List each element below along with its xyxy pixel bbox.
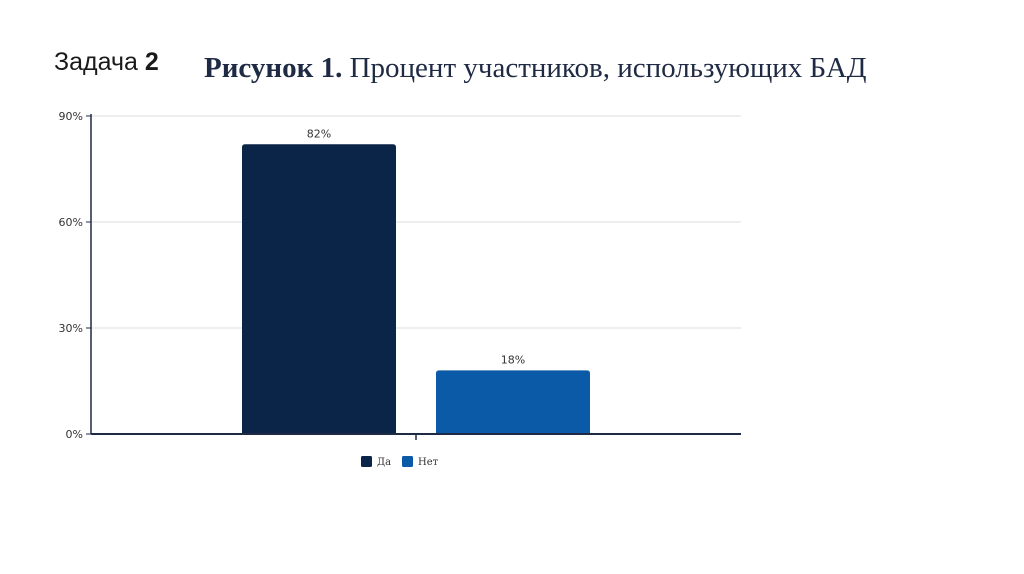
y-tick-label: 30%: [59, 322, 83, 335]
bar-value-label: 18%: [501, 353, 525, 366]
grid-lines: [91, 115, 741, 329]
bars: [242, 144, 590, 434]
axes: [90, 114, 741, 440]
legend-swatch: [402, 456, 413, 467]
y-axis-ticks: 0% 30% 60% 90%: [59, 110, 91, 441]
value-labels: 82% 18%: [307, 127, 525, 366]
legend-label: Нет: [418, 457, 439, 468]
legend: Да Нет: [361, 456, 439, 468]
bar-value-label: 82%: [307, 127, 331, 140]
y-tick-label: 0%: [66, 428, 83, 441]
task-label: Задача 2: [54, 48, 159, 77]
figure-title: Рисунок 1. Процент участников, использую…: [204, 52, 867, 85]
bar-yes: [242, 144, 396, 434]
y-tick-label: 90%: [59, 110, 83, 123]
task-number: 2: [144, 48, 159, 76]
y-tick-label: 60%: [59, 216, 83, 229]
legend-swatch: [361, 456, 372, 467]
figure-title-text: Процент участников, использующих БАД: [349, 52, 867, 84]
legend-label: Да: [377, 457, 391, 468]
task-word: Задача: [54, 48, 138, 76]
figure-prefix: Рисунок 1.: [204, 52, 343, 84]
bar-no: [436, 370, 590, 434]
